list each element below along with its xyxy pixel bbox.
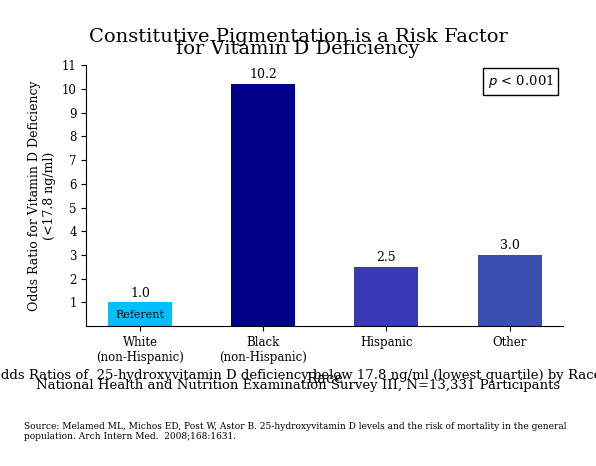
Bar bbox=[355, 267, 418, 326]
Text: 1.0: 1.0 bbox=[130, 287, 150, 300]
Text: $p$ < 0.001: $p$ < 0.001 bbox=[488, 73, 554, 90]
Text: Source: Melamed ML, Michos ED, Post W, Astor B. 25-hydroxyvitamin D levels and t: Source: Melamed ML, Michos ED, Post W, A… bbox=[24, 422, 566, 441]
Bar bbox=[231, 84, 295, 326]
Text: Odds Ratios of  25-hydroxyvitamin D deficiency below 17.8 ng/ml (lowest quartile: Odds Ratios of 25-hydroxyvitamin D defic… bbox=[0, 369, 596, 382]
Text: 3.0: 3.0 bbox=[499, 239, 520, 252]
Bar bbox=[477, 255, 542, 326]
Text: 2.5: 2.5 bbox=[377, 251, 396, 264]
Text: for Vitamin D Deficiency: for Vitamin D Deficiency bbox=[176, 40, 420, 58]
Text: Constitutive Pigmentation is a Risk Factor: Constitutive Pigmentation is a Risk Fact… bbox=[89, 28, 507, 46]
Text: National Health and Nutrition Examination Survey III, N=13,331 Participants: National Health and Nutrition Examinatio… bbox=[36, 379, 560, 392]
Y-axis label: Odds Ratio for Vitamin D Deficiency
(<17.8 ng/ml): Odds Ratio for Vitamin D Deficiency (<17… bbox=[28, 81, 56, 311]
Text: 10.2: 10.2 bbox=[249, 69, 277, 82]
X-axis label: Race: Race bbox=[306, 372, 343, 386]
Text: Referent: Referent bbox=[116, 310, 164, 320]
Bar bbox=[108, 302, 172, 326]
